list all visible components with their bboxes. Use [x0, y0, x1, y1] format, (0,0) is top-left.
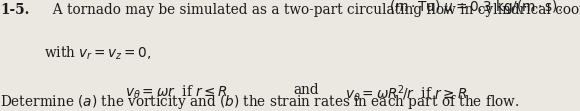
Text: $v_\theta = \omega R^2\!/r$  if $r \geq R$: $v_\theta = \omega R^2\!/r$ if $r \geq R… — [345, 83, 467, 104]
Text: A tornado may be simulated as a two-part circulating flow in cylindrical coordin: A tornado may be simulated as a two-part… — [44, 3, 580, 17]
Text: with $v_r = v_z = 0,$: with $v_r = v_z = 0,$ — [44, 44, 151, 62]
Text: $v_\theta = \omega r$  if $r \leq R$: $v_\theta = \omega r$ if $r \leq R$ — [125, 83, 227, 101]
Text: Determine $(a)$ the vorticity and $(b)$ the strain rates in each part of the flo: Determine $(a)$ the vorticity and $(b)$ … — [0, 93, 520, 111]
Text: and: and — [293, 83, 318, 97]
Text: $(m\cdot\mathrm{Tu})\ \mu = 0.3\ \mathrm{kg/(m \cdot s)}.$: $(m\cdot\mathrm{Tu})\ \mu = 0.3\ \mathrm… — [389, 0, 561, 16]
Text: 1-5.: 1-5. — [0, 3, 30, 17]
